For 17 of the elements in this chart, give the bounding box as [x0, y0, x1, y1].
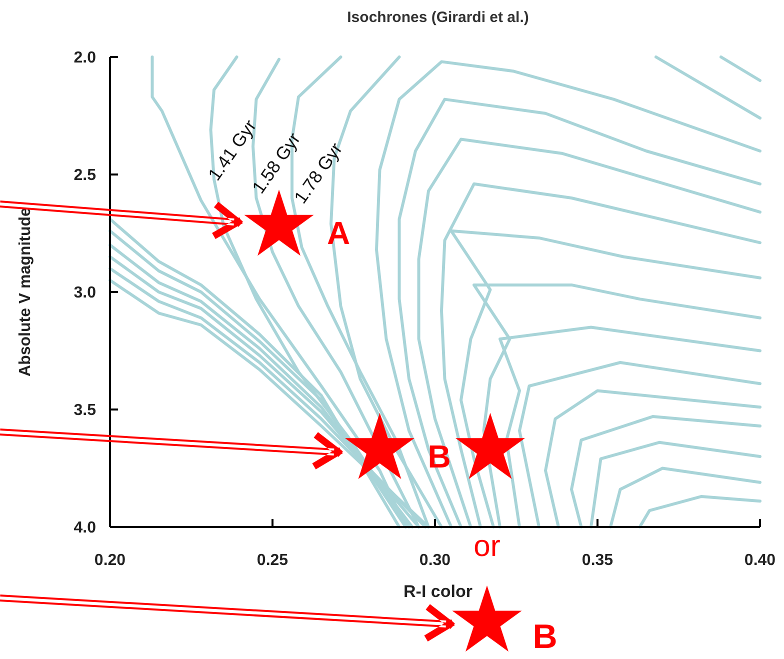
x-tick-label: 0.35: [582, 552, 614, 569]
x-axis-title: R-I color: [404, 582, 473, 601]
text: B: [532, 618, 558, 656]
x-tick-label: 0.25: [256, 552, 288, 569]
annotation: A: [327, 215, 350, 252]
y-axis-title: Absolute V magnitude: [17, 207, 34, 376]
annotation: B: [428, 438, 451, 474]
chart-title: Isochrones (Girardi et al.): [347, 9, 529, 26]
x-tick-label: 0.40: [744, 552, 776, 569]
y-tick-label: 2.5: [74, 167, 96, 184]
x-tick-label: 0.30: [419, 552, 451, 569]
y-tick-label: 2.0: [74, 50, 96, 67]
text: or: [474, 530, 500, 563]
y-tick-label: 3.0: [74, 284, 96, 302]
y-tick-label: 4.0: [74, 520, 96, 537]
x-tick-label: 0.20: [94, 552, 126, 569]
y-tick-label: 3.5: [74, 402, 96, 420]
